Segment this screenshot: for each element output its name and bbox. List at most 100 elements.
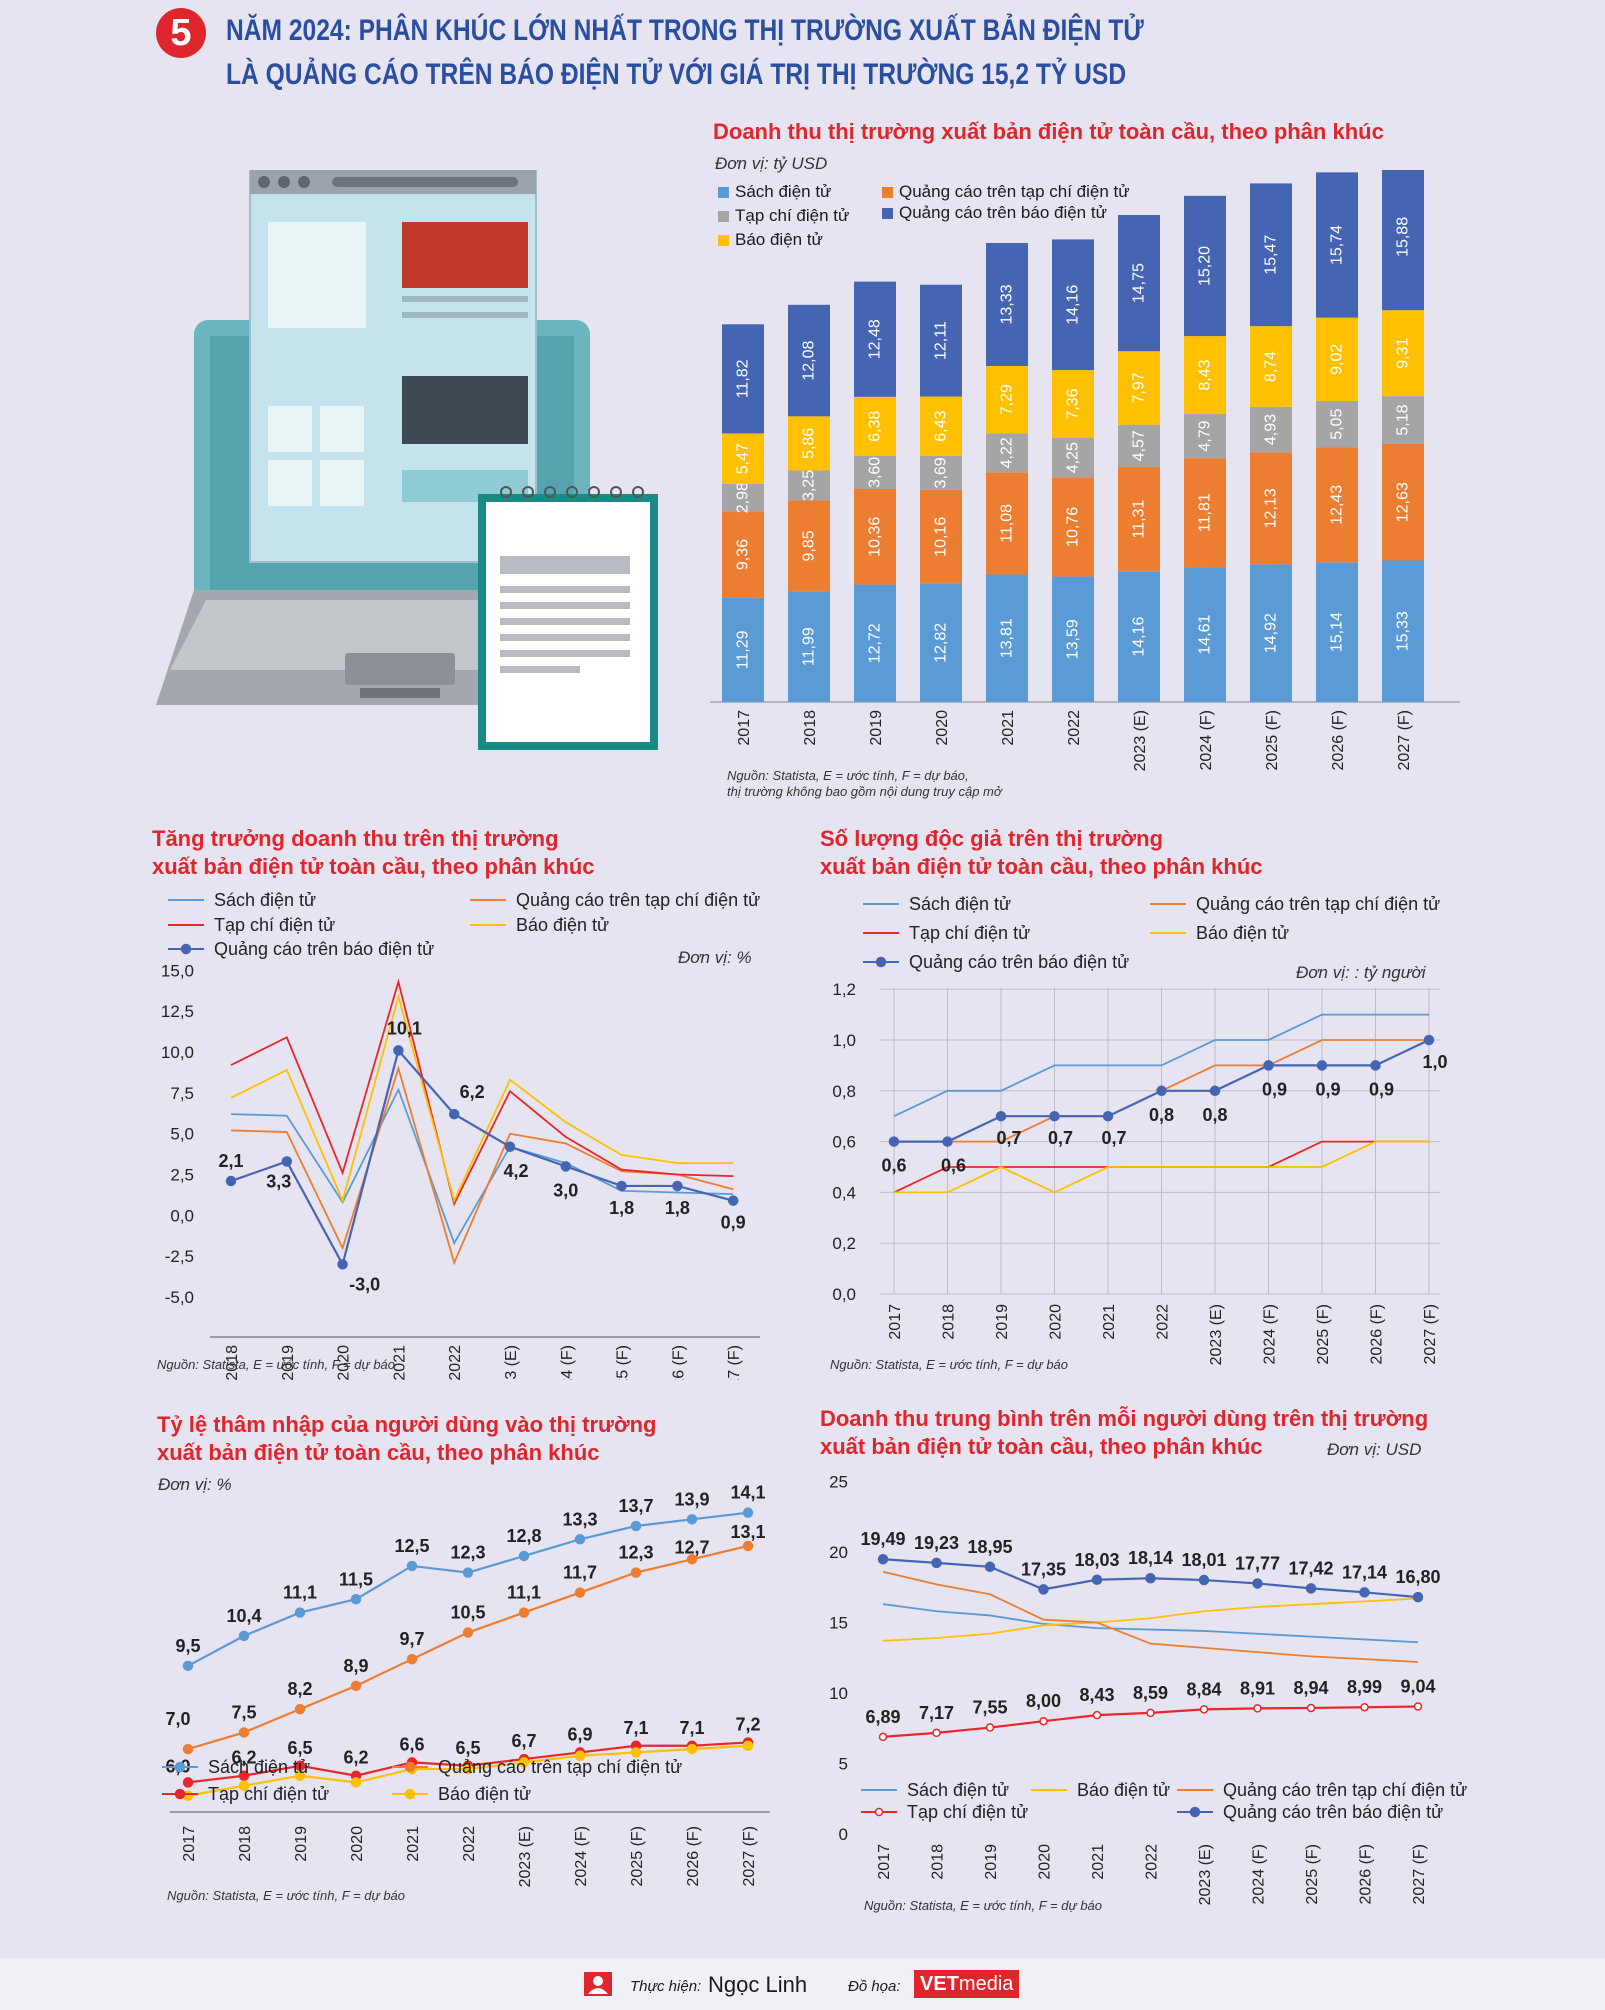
x-tick-label: 2018 (930, 1844, 947, 1880)
vetmedia-logo: VET media (914, 1970, 1020, 1998)
data-label: 6,5 (455, 1738, 480, 1758)
data-point (630, 1747, 642, 1758)
bar-segment (788, 500, 830, 592)
bar-value-label: 11,82 (735, 359, 752, 398)
data-point (630, 1567, 642, 1578)
y-tick-label: 0,4 (832, 1183, 856, 1202)
x-tick-label: 2027 (F) (1422, 1304, 1439, 1364)
chart1-source-note: thị trường không bao gồm nội dung truy c… (727, 784, 1002, 799)
page-title-line-2: LÀ QUẢNG CÁO TRÊN BÁO ĐIỆN TỬ VỚI GIÁ TR… (226, 58, 1127, 91)
legend-swatch (718, 210, 729, 222)
data-point (462, 1567, 474, 1578)
data-label: 12,7 (674, 1537, 709, 1557)
notepad-line (500, 650, 630, 657)
bar-segment (1382, 560, 1424, 702)
x-tick-label: 2026 (F) (1358, 1844, 1375, 1904)
data-label: 0,8 (1202, 1105, 1227, 1125)
data-point (518, 1757, 530, 1768)
bar-value-label: 12,63 (1395, 482, 1412, 522)
bar-segment (1382, 170, 1424, 311)
legend-marker (174, 1788, 186, 1800)
x-tick-label: 2027 (F) (741, 1826, 758, 1886)
data-label: 7,1 (623, 1718, 648, 1738)
x-tick-label: 2018 (802, 710, 819, 746)
chart1-title: Doanh thu thị trường xuất bản điện tử to… (713, 119, 1384, 144)
y-tick-label: 0,2 (832, 1234, 856, 1253)
data-label: 7,2 (735, 1714, 760, 1734)
data-point (1146, 1708, 1155, 1718)
data-point (462, 1763, 474, 1775)
y-tick-label: 5 (839, 1755, 848, 1774)
notepad-line (500, 586, 630, 593)
chart1-legend-news-ads: Quảng cáo trên báo điện tử (882, 203, 1107, 223)
author-icon (584, 1972, 612, 1996)
bar-value-label: 11,31 (1131, 500, 1148, 539)
chart2-legend: Sách điện tử Quảng cáo trên tạp chí điện … (168, 890, 760, 959)
x-tick-label: 2018 (237, 1826, 254, 1862)
author-label: Thực hiện: (630, 1978, 702, 1995)
data-label: 6,2 (460, 1082, 485, 1102)
data-point (462, 1627, 474, 1638)
bar-value-label: 3,25 (801, 470, 818, 501)
data-label: 0,7 (1101, 1128, 1126, 1148)
chart4-source: Nguồn: Statista, E = ước tính, F = dự bá… (167, 1888, 406, 1903)
data-point (225, 1175, 237, 1187)
bar-value-label: 14,61 (1197, 614, 1214, 654)
bar-segment (1382, 443, 1424, 561)
notepad-line (500, 602, 630, 609)
data-point (1156, 1085, 1167, 1097)
x-tick-label: 2025 (F) (1304, 1844, 1321, 1904)
y-tick-label: 1,2 (832, 980, 856, 999)
bar-segment (1052, 438, 1094, 478)
x-tick-label: 2021 (1101, 1304, 1118, 1340)
data-point (518, 1607, 530, 1618)
data-label: 12,3 (618, 1543, 653, 1563)
data-label: 17,42 (1288, 1558, 1333, 1578)
laptop-trackpad (345, 653, 455, 685)
notepad-line (500, 666, 580, 673)
data-point (182, 1777, 194, 1788)
series-line (187, 1511, 749, 1667)
x-tick-label: 2025 (F) (1264, 710, 1281, 770)
data-label: 13,3 (562, 1509, 597, 1529)
x-tick-label: 2026 (F) (1369, 1304, 1386, 1364)
bar-value-label: 9,02 (1329, 344, 1346, 375)
bar-segment (1184, 413, 1226, 459)
logo-text-media: media (958, 1972, 1014, 1995)
data-point (1413, 1702, 1423, 1711)
data-label: 13,9 (674, 1489, 709, 1509)
data-point (888, 1136, 900, 1147)
legend-label: Báo điện tử (735, 230, 823, 249)
data-label: 8,43 (1079, 1685, 1114, 1705)
data-point (742, 1740, 754, 1752)
bar-segment (920, 489, 962, 584)
page-image-dark (402, 376, 528, 444)
data-label: 8,59 (1133, 1683, 1168, 1703)
bar-segment (1118, 466, 1160, 572)
y-tick-label: 0,6 (832, 1133, 856, 1152)
data-label: 10,4 (226, 1606, 261, 1626)
data-point (1145, 1572, 1156, 1584)
bar-value-label: 8,74 (1263, 351, 1280, 382)
bar-value-label: 15,20 (1197, 246, 1214, 286)
y-tick-label: 0,0 (832, 1285, 856, 1304)
legend-label: Quảng cáo trên báo điện tử (1223, 1802, 1443, 1822)
data-label: 18,14 (1128, 1548, 1173, 1568)
browser-dot-icon (298, 176, 310, 188)
data-label: 6,5 (287, 1738, 312, 1758)
laptop-trackpad-bar (360, 688, 440, 698)
data-label: 7,0 (165, 1709, 190, 1729)
data-point (877, 1553, 889, 1565)
bar-segment (1250, 452, 1292, 565)
x-tick-label: 2024 (F) (1262, 1304, 1279, 1364)
data-label: 11,5 (339, 1569, 373, 1589)
bar-value-label: 15,14 (1329, 612, 1346, 652)
data-label: 0,9 (1262, 1079, 1287, 1099)
x-tick-label: 2027 (F) (1411, 1844, 1428, 1904)
bar-value-label: 14,75 (1131, 263, 1148, 303)
data-point (406, 1560, 418, 1572)
data-label: 7,5 (231, 1702, 256, 1722)
notepad-line (500, 618, 630, 625)
bar-value-label: 7,36 (1065, 388, 1082, 419)
legend-label: Quảng cáo trên tạp chí điện tử (1196, 894, 1440, 914)
